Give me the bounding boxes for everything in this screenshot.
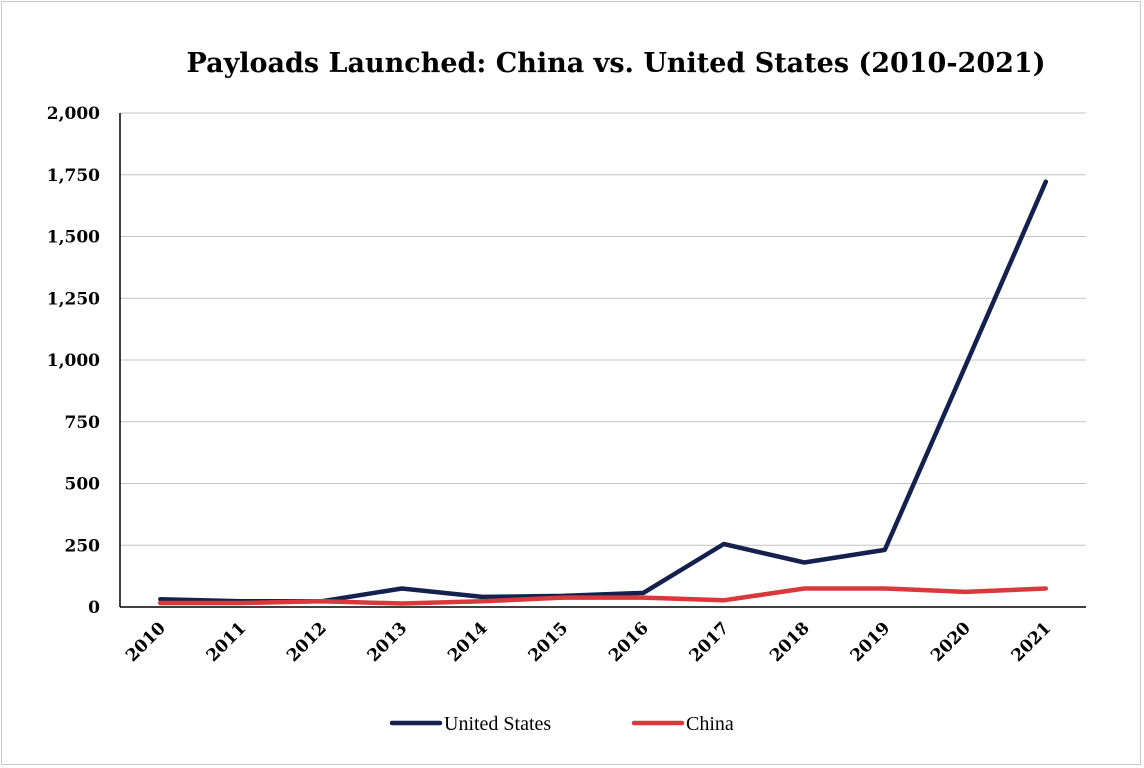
y-tick-label: 1,250	[47, 289, 100, 309]
x-tick-label: 2010	[122, 618, 170, 666]
y-tick-label: 2,000	[47, 104, 100, 124]
series-line-china	[158, 586, 1049, 606]
x-tick-label: 2020	[927, 618, 975, 666]
y-tick-label: 500	[65, 475, 101, 495]
x-tick-label: 2018	[766, 618, 814, 666]
x-tick-label: 2011	[203, 618, 251, 666]
axes	[119, 113, 1086, 608]
y-tick-label: 0	[88, 598, 100, 618]
y-tick-label: 750	[65, 413, 101, 433]
x-tick-label: 2012	[283, 618, 331, 666]
gridlines	[120, 112, 1086, 546]
y-tick-label: 1,500	[47, 228, 100, 248]
x-tick-label: 2016	[605, 618, 653, 666]
series-line-united-states	[158, 179, 1049, 604]
x-tick-label: 2019	[847, 618, 895, 666]
x-axis-ticks: 2010 2011 2012 2013 2014 2015 2016 2017 2018 2019…	[122, 618, 1055, 666]
y-tick-label: 1,000	[47, 351, 100, 371]
y-axis-ticks: 0 250 500 750 1,000 1,250 1,500 1,750 2,000	[47, 104, 100, 618]
legend-label: United States	[444, 713, 551, 735]
legend-label: China	[686, 713, 734, 735]
x-tick-label: 2014	[444, 618, 492, 666]
y-tick-label: 250	[65, 536, 101, 556]
chart-title: Payloads Launched: China vs. United Stat…	[187, 48, 1046, 79]
legend: United States China	[389, 713, 734, 735]
x-tick-label: 2013	[364, 618, 412, 666]
y-tick-label: 1,750	[47, 166, 100, 186]
x-tick-label: 2021	[1008, 618, 1056, 666]
x-tick-label: 2017	[686, 618, 734, 666]
x-tick-label: 2015	[525, 618, 573, 666]
series-lines	[158, 179, 1049, 606]
